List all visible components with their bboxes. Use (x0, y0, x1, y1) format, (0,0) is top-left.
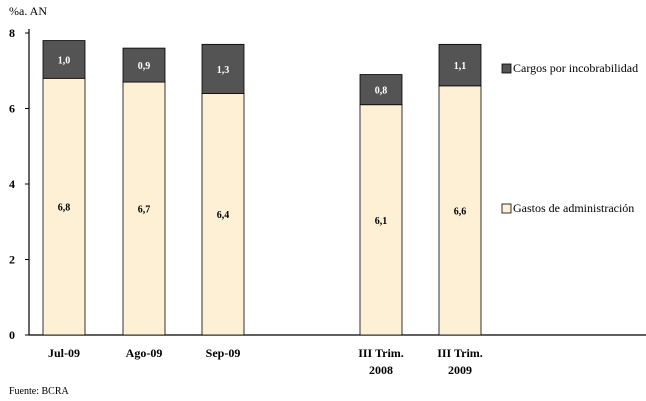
source-note: Fuente: BCRA (9, 386, 69, 397)
x-category-label: Jul-09 (48, 346, 80, 360)
bar-gastos-administracion (42, 77, 86, 336)
legend-item-cargos-swatch (501, 63, 512, 74)
y-axis-unit-label: %a. AN (9, 4, 47, 18)
x-category-label: III Trim. (358, 346, 404, 360)
y-tick-label: 2 (9, 253, 15, 267)
legend-item-gastos-label: Gastos de administración (513, 201, 634, 215)
y-tick-label: 8 (9, 26, 15, 40)
data-label-cargos: 0,9 (138, 61, 151, 72)
y-tick-label: 0 (9, 328, 15, 342)
data-label-gastos: 6,8 (58, 203, 71, 214)
data-label-cargos: 1,3 (217, 65, 230, 76)
bar-cargos-incobrabilidad (122, 47, 166, 83)
legend-item-cargos-label: Cargos por incobrabilidad (513, 61, 638, 75)
x-category-label: 2009 (448, 363, 472, 377)
data-label-cargos: 1,0 (58, 55, 71, 66)
bar-gastos-administracion (201, 93, 245, 336)
x-category-label: Ago-09 (126, 346, 163, 360)
data-label-gastos: 6,7 (138, 205, 151, 216)
y-tick-label: 4 (9, 177, 15, 191)
data-label-gastos: 6,1 (375, 216, 388, 227)
data-label-cargos: 1,1 (454, 61, 467, 72)
legend-item-gastos-swatch (501, 203, 512, 214)
x-category-label: 2008 (369, 363, 393, 377)
data-label-gastos: 6,6 (454, 206, 467, 217)
bar-cargos-incobrabilidad (201, 43, 245, 94)
bar-cargos-incobrabilidad (42, 40, 86, 79)
bar-cargos-incobrabilidad (438, 43, 482, 87)
x-category-label: Sep-09 (206, 346, 241, 360)
y-tick-label: 6 (9, 102, 15, 116)
bar-gastos-administracion (438, 85, 482, 336)
data-label-gastos: 6,4 (217, 210, 230, 221)
bar-gastos-administracion (359, 104, 403, 336)
bar-cargos-incobrabilidad (359, 74, 403, 106)
data-label-cargos: 0,8 (375, 86, 388, 97)
bar-gastos-administracion (122, 81, 166, 336)
x-category-label: III Trim. (437, 346, 483, 360)
